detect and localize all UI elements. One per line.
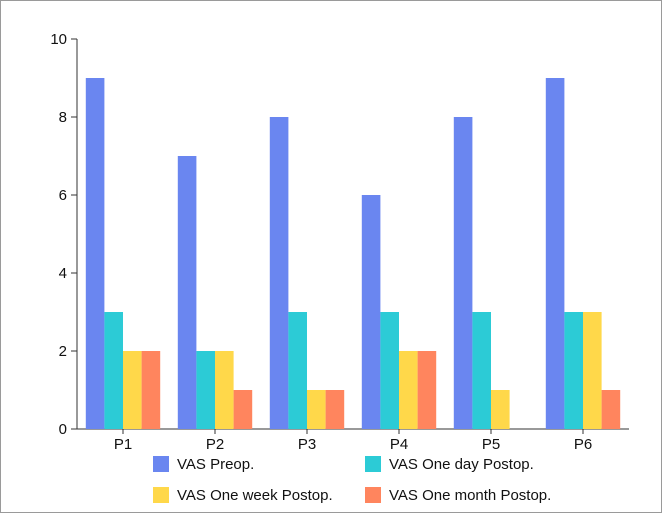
legend-swatch-1 — [153, 456, 169, 472]
bar-p6-series-4 — [601, 390, 621, 429]
bar-p5-series-1 — [453, 117, 473, 429]
bar-p1-series-1 — [85, 78, 105, 429]
bar-p1-series-3 — [123, 351, 142, 429]
bar-p6-series-2 — [564, 312, 583, 429]
bar-p2-series-1 — [177, 156, 197, 429]
y-tick-label: 2 — [59, 343, 67, 360]
legend-label-3: VAS One week Postop. — [177, 487, 333, 504]
bar-p4-series-4 — [417, 351, 437, 429]
legend: VAS Preop. VAS One day Postop. VAS One wee… — [153, 456, 551, 504]
bar-p1-series-4 — [141, 351, 161, 429]
x-axis: P1 P2 P3 P4 P5 P6 — [77, 428, 629, 453]
x-tick-label-p2: P2 — [206, 436, 224, 453]
x-tick-label-p3: P3 — [298, 436, 316, 453]
legend-swatch-4 — [365, 487, 381, 503]
bar-p4-series-2 — [380, 312, 399, 429]
bar-p4-series-1 — [361, 195, 381, 429]
bar-p3-series-4 — [325, 390, 345, 429]
bar-p2-series-2 — [196, 351, 215, 429]
legend-label-1: VAS Preop. — [177, 456, 254, 473]
bar-p2-series-3 — [215, 351, 234, 429]
bar-p2-series-4 — [233, 390, 253, 429]
y-tick-label: 8 — [59, 109, 67, 126]
x-tick-label-p1: P1 — [114, 436, 132, 453]
bar-p6-series-1 — [545, 78, 565, 429]
bar-p4-series-3 — [399, 351, 418, 429]
legend-label-4: VAS One month Postop. — [389, 487, 551, 504]
y-tick-label: 10 — [50, 31, 67, 48]
bar-p5-series-3 — [491, 390, 510, 429]
bar-p3-series-2 — [288, 312, 307, 429]
legend-swatch-3 — [153, 487, 169, 503]
bars — [85, 78, 621, 429]
y-tick-label: 0 — [59, 421, 67, 438]
x-tick-label-p6: P6 — [574, 436, 592, 453]
bar-p3-series-3 — [307, 390, 326, 429]
bar-p1-series-2 — [104, 312, 123, 429]
y-axis: 0 2 4 6 8 10 — [50, 31, 78, 438]
bar-p6-series-3 — [583, 312, 602, 429]
x-tick-label-p4: P4 — [390, 436, 408, 453]
y-tick-label: 4 — [59, 265, 67, 282]
bar-p5-series-2 — [472, 312, 491, 429]
bar-p3-series-1 — [269, 117, 289, 429]
x-tick-label-p5: P5 — [482, 436, 500, 453]
legend-swatch-2 — [365, 456, 381, 472]
y-tick-label: 6 — [59, 187, 67, 204]
legend-label-2: VAS One day Postop. — [389, 456, 534, 473]
